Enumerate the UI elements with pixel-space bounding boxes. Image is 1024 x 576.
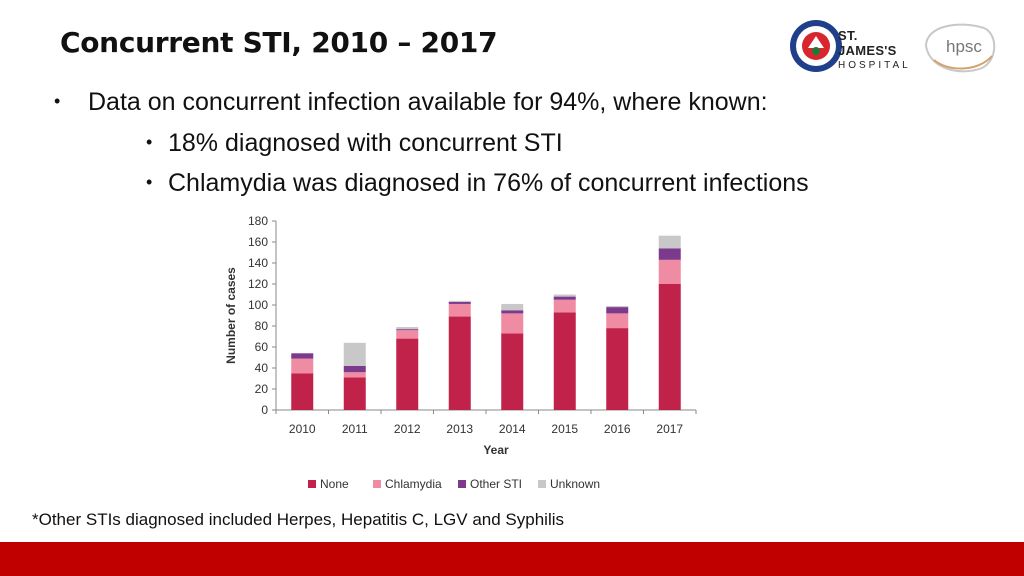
bar-segment-none	[501, 333, 524, 410]
y-tick-label: 100	[248, 298, 268, 312]
bar-segment-unknown	[343, 342, 366, 366]
x-tick-label: 2012	[394, 422, 421, 436]
bar-segment-none	[291, 373, 314, 410]
bar-segment-unknown	[553, 294, 576, 297]
sub-bullet-text: Chlamydia was diagnosed in 76% of concur…	[168, 169, 809, 197]
bar-segment-none	[658, 284, 681, 410]
st-james-name: ST. JAMES'S	[838, 28, 897, 58]
y-tick-label: 80	[255, 319, 269, 333]
bullet-glyph: •	[146, 132, 153, 152]
y-tick-label: 60	[255, 340, 269, 354]
x-tick-label: 2015	[551, 422, 578, 436]
y-tick-label: 180	[248, 214, 268, 228]
bar-segment-other-sti	[396, 329, 419, 331]
bar-segment-chlamydia	[553, 299, 576, 313]
footnote: *Other STIs diagnosed included Herpes, H…	[32, 510, 564, 529]
hpsc-logo: hpsc	[924, 23, 996, 73]
bottom-bar	[0, 542, 1024, 576]
x-tick-label: 2010	[289, 422, 316, 436]
legend-label: Chlamydia	[385, 477, 442, 491]
x-tick-label: 2013	[446, 422, 473, 436]
bar-segment-chlamydia	[658, 259, 681, 284]
bar-segment-chlamydia	[291, 358, 314, 374]
y-tick-label: 40	[255, 361, 269, 375]
x-tick-label: 2016	[604, 422, 631, 436]
hpsc-text: hpsc	[946, 37, 982, 56]
bullet-glyph: •	[146, 172, 153, 192]
legend-label: Other STI	[470, 477, 522, 491]
y-tick-label: 120	[248, 277, 268, 291]
x-tick-label: 2014	[499, 422, 526, 436]
y-tick-label: 160	[248, 235, 268, 249]
bar-segment-other-sti	[606, 307, 629, 314]
bar-segment-none	[553, 312, 576, 410]
y-tick-label: 0	[261, 403, 268, 417]
x-tick-label: 2017	[656, 422, 683, 436]
bullet-glyph: •	[54, 91, 61, 111]
st-james-crest-icon	[790, 20, 842, 72]
bullet-main: • Data on concurrent infection available …	[54, 88, 768, 117]
bar-segment-none	[396, 338, 419, 410]
slide-title: Concurrent STI, 2010 – 2017	[60, 26, 498, 59]
legend-swatch	[458, 480, 466, 488]
sub-bullet-2: • Chlamydia was diagnosed in 76% of concu…	[146, 169, 809, 198]
y-tick-label: 20	[255, 382, 269, 396]
bar-segment-other-sti	[291, 353, 314, 359]
bar-segment-other-sti	[658, 248, 681, 260]
bar-segment-other-sti	[448, 301, 471, 304]
bullet-main-text: Data on concurrent infection available f…	[88, 88, 768, 116]
y-tick-label: 140	[248, 256, 268, 270]
bar-segment-other-sti	[343, 365, 366, 373]
sub-bullet-1: • 18% diagnosed with concurrent STI	[146, 129, 563, 158]
st-james-sub: HOSPITAL	[838, 60, 911, 71]
bar-segment-unknown	[396, 327, 419, 330]
legend-swatch	[538, 480, 546, 488]
bar-segment-chlamydia	[501, 313, 524, 334]
bar-segment-none	[606, 328, 629, 410]
legend-label: Unknown	[550, 477, 600, 491]
bar-segment-unknown	[448, 300, 471, 302]
legend-swatch	[308, 480, 316, 488]
bar-segment-none	[343, 377, 366, 410]
sub-bullet-text: 18% diagnosed with concurrent STI	[168, 129, 563, 157]
bar-segment-unknown	[501, 303, 524, 311]
bar-segment-chlamydia	[396, 330, 419, 339]
bar-segment-chlamydia	[448, 303, 471, 317]
bar-segment-other-sti	[553, 296, 576, 300]
bar-segment-other-sti	[501, 310, 524, 314]
bar-segment-unknown	[606, 306, 629, 308]
bar-segment-unknown	[658, 235, 681, 249]
bar-segment-chlamydia	[606, 313, 629, 329]
x-tick-label: 2011	[342, 422, 368, 436]
y-axis-title: Number of cases	[224, 267, 238, 364]
st-james-wordmark: ST. JAMES'S HOSPITAL	[838, 28, 918, 72]
legend-label: None	[320, 477, 349, 491]
bar-segment-chlamydia	[343, 372, 366, 378]
legend-swatch	[373, 480, 381, 488]
stacked-bar-chart: 0 20 40 60 80 100 120 140 160 180 Number of cases 2…	[224, 214, 697, 491]
bar-segment-none	[448, 316, 471, 410]
x-axis-title: Year	[483, 443, 509, 457]
